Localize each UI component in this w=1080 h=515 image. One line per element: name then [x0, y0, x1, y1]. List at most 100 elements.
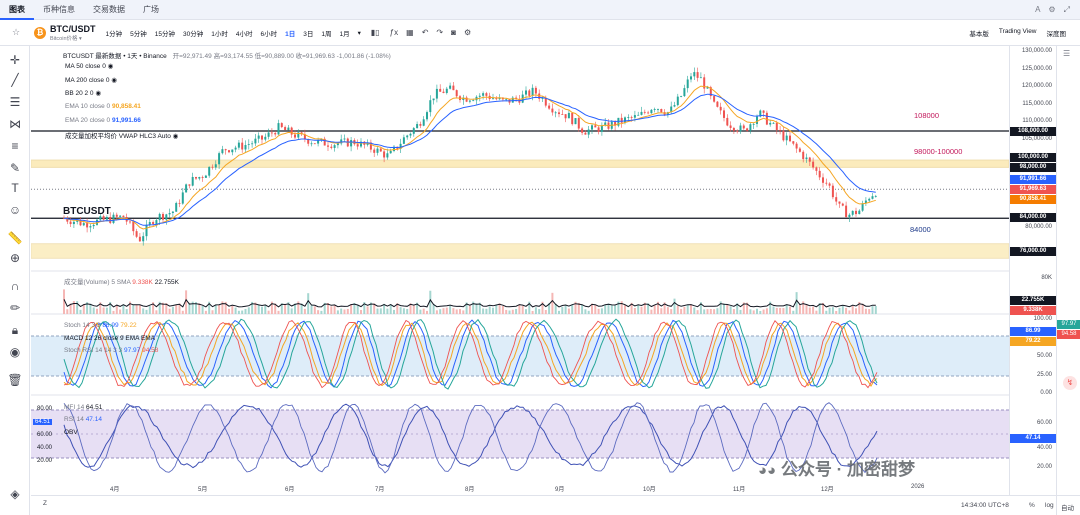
month-label: 7月: [375, 487, 385, 493]
volume-bar: [762, 309, 765, 314]
text-icon[interactable]: T: [11, 181, 19, 195]
volume-bar: [716, 308, 719, 314]
tf-1w[interactable]: 1周: [321, 30, 332, 38]
candle: [142, 236, 145, 242]
price-chart[interactable]: [31, 46, 1009, 495]
stoch-d-label: 79.22: [1010, 337, 1056, 346]
tf-30m[interactable]: 30分钟: [182, 30, 204, 38]
volume-bar: [429, 290, 432, 314]
layout-icon[interactable]: ▦: [406, 28, 414, 37]
chart-type-icon[interactable]: ▮▯: [370, 28, 380, 37]
wechat-icon: ◕◕: [758, 462, 777, 479]
auto-toggle[interactable]: 自动: [1061, 505, 1074, 512]
rsi-tick: 60.00: [1036, 420, 1052, 426]
volume-bar: [868, 309, 871, 314]
candle: [435, 88, 438, 99]
candle: [96, 219, 98, 225]
tab-square[interactable]: 广场: [143, 4, 159, 14]
horizontal-lines-icon[interactable]: ☰: [9, 95, 21, 109]
candle: [835, 197, 838, 202]
candle: [237, 142, 240, 148]
candle: [432, 98, 435, 101]
fullscreen-icon[interactable]: ⤢: [1063, 4, 1070, 14]
camera-icon[interactable]: ◙: [451, 28, 456, 37]
month-label: 8月: [465, 487, 475, 493]
pitchfork-icon[interactable]: ⋈: [9, 117, 21, 131]
tf-1d[interactable]: 1日: [285, 30, 296, 38]
emoji-icon[interactable]: ☺: [8, 203, 22, 217]
ruler-icon[interactable]: 📏: [7, 231, 23, 245]
tf-more[interactable]: ▾: [357, 29, 361, 37]
lock-drawings-icon[interactable]: ✏: [9, 301, 21, 315]
tf-1h[interactable]: 1小时: [211, 30, 228, 38]
price-tick: 105,000.00: [1021, 136, 1052, 142]
tf-1m[interactable]: 1分钟: [105, 30, 123, 38]
chart-symbol-title: BTCUSDT: [63, 206, 111, 217]
candle: [231, 149, 234, 153]
volume-bar: [267, 310, 270, 314]
layers-icon[interactable]: ◈: [10, 487, 20, 501]
watchlist-icon[interactable]: ☰: [1063, 49, 1071, 58]
volume-bar: [257, 305, 260, 314]
candle: [152, 222, 155, 225]
candle: [719, 106, 722, 111]
candle: [257, 135, 260, 139]
watermark-text: 公众号 · 加密甜梦: [780, 460, 915, 479]
fib-icon[interactable]: ≡: [11, 139, 19, 153]
candle: [132, 221, 135, 232]
tf-3d[interactable]: 3日: [303, 30, 314, 38]
trend-line-icon[interactable]: ╱: [11, 73, 19, 87]
indicators-icon[interactable]: ƒx: [389, 28, 399, 37]
redo-icon[interactable]: ↷: [436, 28, 444, 37]
undo-icon[interactable]: ↶: [421, 28, 429, 37]
symbol-header[interactable]: ₿ BTC/USDT Bitcoin价格 ▾: [0, 24, 102, 42]
volume-bar: [330, 306, 333, 314]
volume-bar: [633, 307, 636, 314]
zoom-icon[interactable]: ⊕: [9, 251, 21, 265]
volume-bar: [610, 305, 613, 314]
candle: [554, 112, 557, 114]
volume-bar: [445, 307, 448, 314]
candle: [604, 122, 607, 126]
trash-icon[interactable]: 🗑︎: [7, 373, 23, 387]
tab-chart[interactable]: 图表: [0, 0, 34, 20]
price-label-108000: 108,000.00: [1010, 127, 1056, 136]
volume-bar: [607, 303, 610, 314]
basic-view-button[interactable]: 基本版: [969, 30, 989, 38]
tf-5m[interactable]: 5分钟: [130, 30, 147, 38]
tf-15m[interactable]: 15分钟: [154, 30, 175, 38]
volume-bar: [561, 306, 564, 314]
volume-bar: [191, 301, 194, 314]
settings-icon[interactable]: ⚙: [463, 28, 472, 37]
tf-6h[interactable]: 6小时: [260, 30, 278, 38]
time-axis[interactable]: Z 4月 5月 6月 7月 8月 9月 10月 11月 12月 2026 14:…: [31, 484, 1080, 515]
tf-1M[interactable]: 1月: [339, 30, 350, 38]
volume-bar: [815, 310, 818, 314]
crosshair-icon[interactable]: ✛: [9, 53, 21, 67]
tab-coin-info[interactable]: 币种信息: [43, 4, 75, 14]
zoom-reset-icon[interactable]: Z: [43, 500, 47, 507]
lock-icon[interactable]: 🔒︎: [11, 323, 19, 337]
tf-4h[interactable]: 4小时: [235, 30, 253, 38]
settings-icon[interactable]: ⚙: [1048, 4, 1056, 14]
volume-bar: [798, 304, 801, 314]
depth-chart-button[interactable]: 深度图: [1046, 30, 1067, 38]
star-icon[interactable]: ☆: [12, 27, 21, 37]
log-toggle[interactable]: log: [1045, 502, 1054, 509]
candle: [841, 203, 844, 206]
magnet-icon[interactable]: ∩: [10, 279, 20, 293]
candle: [178, 202, 181, 204]
tradingview-button[interactable]: Trading View: [998, 27, 1037, 35]
stoch-tick: 50.00: [1036, 353, 1052, 359]
volume-axis-top: 80K: [1041, 275, 1052, 281]
alert-icon[interactable]: ↯: [1063, 376, 1077, 390]
eye-icon[interactable]: ◉: [9, 345, 21, 359]
price-axis[interactable]: 130,000.00 125,000.00 120,000.00 115,000…: [1009, 46, 1056, 495]
candle: [416, 124, 419, 129]
tab-trade-data[interactable]: 交易数据: [93, 4, 125, 14]
font-icon[interactable]: A: [1035, 4, 1041, 14]
percent-toggle[interactable]: %: [1029, 502, 1035, 509]
volume-bar: [581, 304, 584, 314]
brush-icon[interactable]: ✎: [9, 161, 21, 175]
candle: [855, 210, 857, 215]
